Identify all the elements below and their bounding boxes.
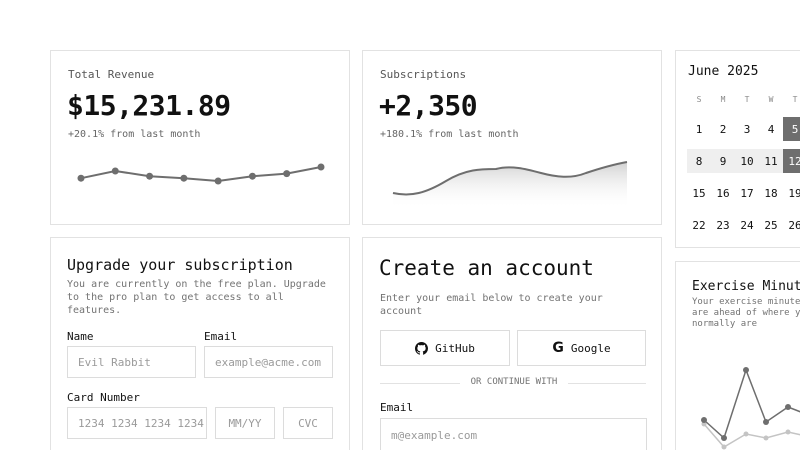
revenue-sparkline-line <box>80 166 322 183</box>
calendar-day[interactable]: 12 <box>783 149 800 173</box>
exercise-point <box>743 431 749 437</box>
exercise-point <box>763 435 769 441</box>
calendar-day[interactable]: 18 <box>764 186 778 200</box>
calendar-day[interactable]: 15 <box>692 186 706 200</box>
calendar-day[interactable]: 23 <box>716 218 730 232</box>
subscriptions-change: +180.1% from last month <box>380 129 519 140</box>
calendar-card: June 2025 SMTWT1234589101112151617181922… <box>675 50 800 248</box>
revenue-sparkline-point <box>77 174 85 182</box>
card-number-label: Card Number <box>67 391 140 404</box>
name-label: Name <box>67 330 94 343</box>
github-button[interactable]: GitHub <box>380 330 510 366</box>
calendar-day[interactable]: 25 <box>764 218 778 232</box>
subscriptions-value: +2,350 <box>379 89 478 122</box>
revenue-sparkline-point <box>317 163 325 171</box>
divider-right <box>568 383 646 384</box>
email-input[interactable]: example@acme.com <box>204 346 333 378</box>
upgrade-title: Upgrade your subscription <box>67 256 293 274</box>
calendar-weekday: T <box>792 95 798 104</box>
calendar-day[interactable]: 17 <box>740 186 754 200</box>
revenue-sparkline-point <box>180 174 188 182</box>
google-label: Google <box>570 341 611 355</box>
revenue-sparkline <box>77 163 325 185</box>
revenue-change: +20.1% from last month <box>68 129 201 140</box>
revenue-sparkline-point <box>214 177 222 185</box>
create-email-input[interactable]: m@example.com <box>380 418 647 450</box>
exercise-point <box>701 417 707 423</box>
exercise-point <box>785 404 791 410</box>
subscriptions-title: Subscriptions <box>380 68 467 81</box>
exercise-title: Exercise Minutes <box>692 279 800 294</box>
exercise-point <box>721 435 727 441</box>
subscriptions-area-fill <box>393 162 627 207</box>
exercise-point <box>701 421 707 427</box>
expiry-input[interactable]: MM/YY <box>215 407 275 439</box>
exercise-description: Your exercise minutes are ahead of where… <box>692 297 800 329</box>
github-label: GitHub <box>435 341 475 355</box>
create-account-title: Create an account <box>379 256 594 280</box>
revenue-title: Total Revenue <box>68 68 155 81</box>
calendar-weekday: T <box>744 95 750 104</box>
card-number-input[interactable]: 1234 1234 1234 1234 <box>67 407 207 439</box>
calendar-day[interactable]: 24 <box>740 218 754 232</box>
revenue-sparkline-point <box>111 167 119 175</box>
exercise-point <box>721 444 727 450</box>
exercise-point <box>763 419 769 425</box>
name-input[interactable]: Evil Rabbit <box>67 346 196 378</box>
divider-left <box>380 383 460 384</box>
exercise-card: Exercise Minutes Your exercise minutes a… <box>675 261 800 450</box>
email-label: Email <box>204 330 238 343</box>
subscriptions-area-chart <box>392 161 628 207</box>
google-icon: G <box>552 340 564 356</box>
divider-text: OR CONTINUE WITH <box>470 377 558 387</box>
google-button[interactable]: G Google <box>517 330 646 366</box>
calendar-day[interactable]: 11 <box>764 154 778 168</box>
create-email-label: Email <box>380 401 414 414</box>
upgrade-card: Upgrade your subscription You are curren… <box>50 237 350 450</box>
upgrade-description: You are currently on the free plan. Upgr… <box>67 279 326 316</box>
calendar-day[interactable]: 4 <box>767 122 775 136</box>
revenue-sparkline-point <box>248 172 256 180</box>
subscriptions-area-line <box>392 161 628 196</box>
revenue-card: Total Revenue $15,231.89 +20.1% from las… <box>50 50 350 225</box>
revenue-sparkline-point <box>283 170 291 178</box>
revenue-value: $15,231.89 <box>67 89 231 122</box>
calendar-day[interactable]: 10 <box>740 154 754 168</box>
calendar-day[interactable]: 26 <box>788 218 800 232</box>
calendar-day[interactable]: 22 <box>692 218 706 232</box>
calendar-weekday: M <box>720 95 726 104</box>
create-account-card: Create an account Enter your email below… <box>362 237 662 450</box>
cvc-input[interactable]: CVC <box>283 407 333 439</box>
calendar-day[interactable]: 16 <box>716 186 730 200</box>
calendar-day[interactable]: 3 <box>743 122 751 136</box>
calendar-weekday: W <box>768 95 774 104</box>
calendar-day[interactable]: 9 <box>719 154 727 168</box>
exercise-series-light <box>703 423 800 448</box>
calendar-day[interactable]: 2 <box>719 122 727 136</box>
exercise-point <box>743 367 749 373</box>
calendar-month: June 2025 <box>688 64 759 79</box>
calendar-day[interactable]: 1 <box>695 122 703 136</box>
calendar-weekday: S <box>696 95 702 104</box>
calendar-day[interactable]: 8 <box>695 154 703 168</box>
create-account-description: Enter your email below to create your ac… <box>380 293 603 317</box>
calendar-day[interactable]: 19 <box>788 186 800 200</box>
github-icon <box>415 341 429 355</box>
calendar-day[interactable]: 5 <box>783 117 800 141</box>
exercise-point <box>785 429 791 435</box>
exercise-series-dark <box>703 367 800 440</box>
subscriptions-card: Subscriptions +2,350 +180.1% from last m… <box>362 50 662 225</box>
revenue-sparkline-point <box>146 172 154 180</box>
exercise-chart <box>701 367 800 450</box>
calendar-range-band <box>687 149 800 173</box>
